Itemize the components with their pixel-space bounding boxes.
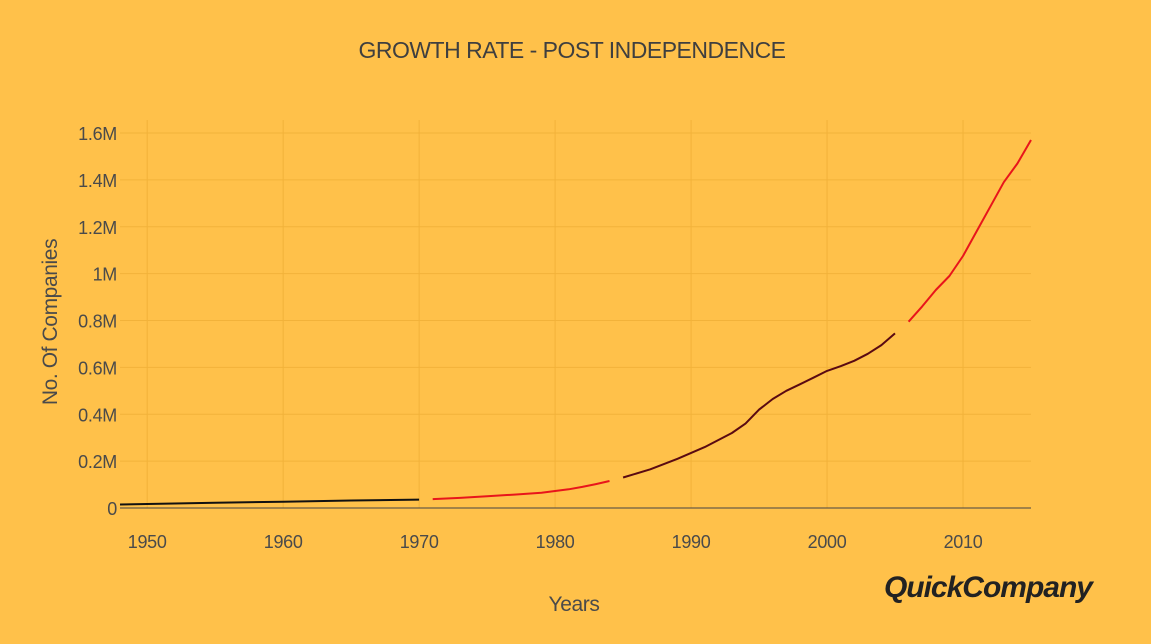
series-line-1 bbox=[119, 498, 420, 506]
y-tick-label: 0.2M bbox=[78, 452, 117, 472]
y-tick-label: 0.4M bbox=[78, 405, 117, 425]
y-tick-label: 1M bbox=[93, 265, 117, 285]
series-layer bbox=[119, 139, 1032, 506]
series-line-4 bbox=[907, 139, 1032, 323]
y-axis-title: No. Of Companies bbox=[39, 239, 62, 405]
x-tick-label: 1960 bbox=[264, 532, 303, 552]
x-tick-label: 1980 bbox=[536, 532, 575, 552]
x-tick-label: 1990 bbox=[672, 532, 711, 552]
series-line-2 bbox=[432, 480, 610, 501]
x-tick-labels: 1950 1960 1970 1980 1990 2000 2010 bbox=[128, 532, 983, 552]
x-tick-label: 1970 bbox=[400, 532, 439, 552]
chart-title: GROWTH RATE - POST INDEPENDENCE bbox=[358, 37, 785, 63]
y-tick-label: 1.6M bbox=[78, 124, 117, 144]
x-tick-label: 1950 bbox=[128, 532, 167, 552]
brand-logo: QuickCompany bbox=[884, 571, 1094, 604]
x-axis-title: Years bbox=[549, 593, 600, 616]
series-line-3 bbox=[622, 332, 896, 479]
y-tick-label: 0.8M bbox=[78, 312, 117, 332]
x-tick-label: 2000 bbox=[808, 532, 847, 552]
y-tick-label: 0.6M bbox=[78, 358, 117, 378]
grid-layer bbox=[120, 120, 1031, 509]
y-tick-label: 0 bbox=[107, 499, 117, 519]
y-tick-labels: 0 0.2M 0.4M 0.6M 0.8M 1M 1.2M 1.4M 1.6M bbox=[78, 124, 117, 519]
x-tick-label: 2010 bbox=[944, 532, 983, 552]
y-tick-label: 1.4M bbox=[78, 171, 117, 191]
y-tick-label: 1.2M bbox=[78, 218, 117, 238]
